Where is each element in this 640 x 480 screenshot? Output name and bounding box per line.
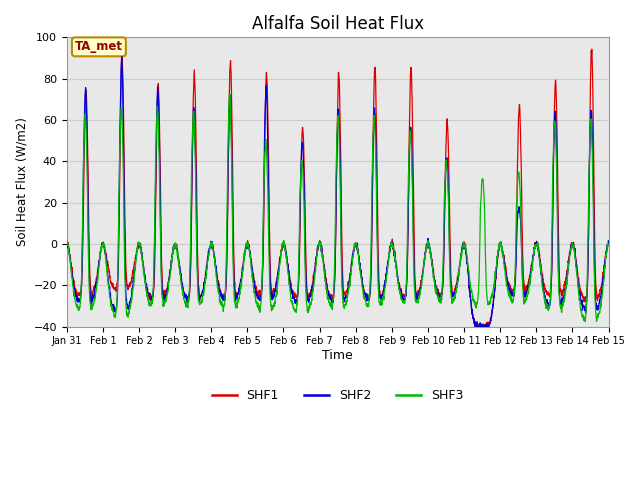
SHF1 — [588, 46, 596, 52]
SHF2 — [353, 245, 361, 251]
SHF3 — [353, 246, 361, 252]
Text: TA_met: TA_met — [75, 40, 123, 53]
SHF1 — [557, 289, 564, 295]
SHF1 — [63, 241, 70, 247]
SHF2 — [365, 296, 373, 301]
SHF1 — [604, 242, 612, 248]
SHF3 — [581, 319, 589, 324]
SHF3 — [365, 297, 373, 302]
SHF1 — [353, 242, 361, 248]
SHF3 — [604, 242, 612, 248]
Legend: SHF1, SHF2, SHF3: SHF1, SHF2, SHF3 — [207, 384, 468, 408]
Y-axis label: Soil Heat Flux (W/m2): Soil Heat Flux (W/m2) — [15, 118, 28, 247]
X-axis label: Time: Time — [323, 349, 353, 362]
SHF1 — [495, 243, 503, 249]
SHF2 — [478, 327, 486, 333]
SHF3 — [63, 239, 70, 245]
SHF2 — [604, 238, 612, 244]
SHF2 — [557, 304, 564, 310]
Line: SHF2: SHF2 — [67, 57, 608, 330]
SHF1 — [214, 278, 221, 284]
SHF2 — [63, 241, 70, 247]
Line: SHF1: SHF1 — [67, 49, 608, 331]
Line: SHF3: SHF3 — [67, 94, 608, 322]
SHF1 — [572, 254, 580, 260]
SHF2 — [572, 261, 580, 266]
SHF2 — [118, 54, 125, 60]
SHF1 — [479, 328, 487, 334]
Title: Alfalfa Soil Heat Flux: Alfalfa Soil Heat Flux — [252, 15, 424, 33]
SHF1 — [365, 298, 372, 303]
SHF2 — [214, 283, 222, 288]
SHF3 — [495, 246, 503, 252]
SHF3 — [557, 305, 564, 311]
SHF3 — [226, 91, 234, 97]
SHF3 — [214, 284, 221, 289]
SHF3 — [572, 262, 580, 267]
SHF2 — [495, 246, 503, 252]
